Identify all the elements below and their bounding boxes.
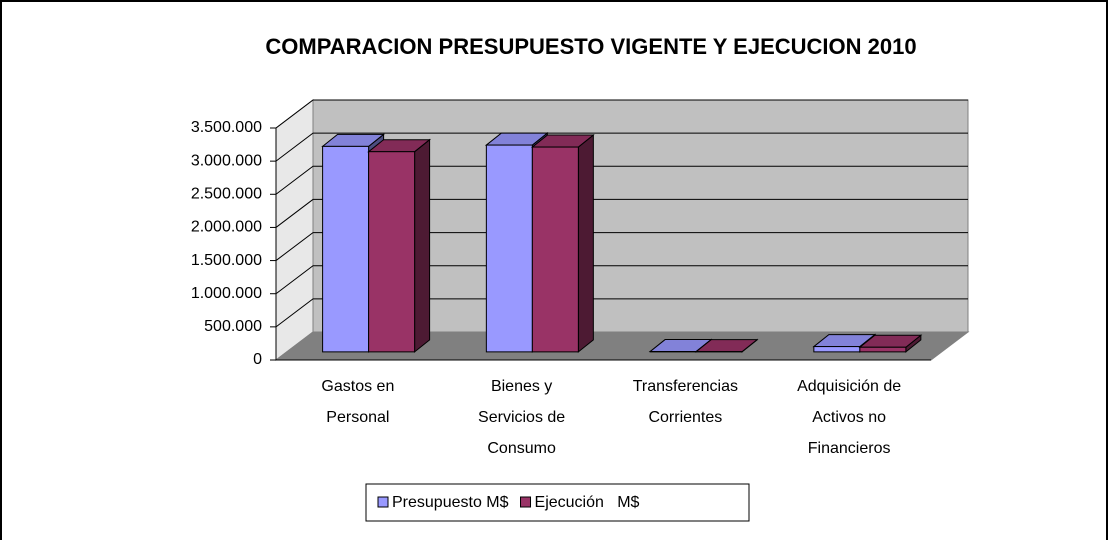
bar (530, 134, 595, 353)
y-tick-label: 0 (253, 351, 262, 368)
legend-box (365, 483, 750, 522)
grid-line (275, 265, 968, 295)
bar-side (414, 138, 431, 353)
y-tick-label: 2.500.000 (191, 186, 262, 203)
chart-title: COMPARACION PRESUPUESTO VIGENTE Y EJECUC… (265, 34, 916, 59)
bar-side (577, 134, 594, 353)
side-wall (275, 98, 314, 362)
bar-front (813, 346, 861, 353)
y-tick-label: 1.000.000 (191, 285, 262, 302)
bar-front (531, 146, 579, 353)
bar (858, 334, 923, 353)
x-tick-label: Bienes y Servicios de Consumo (478, 378, 566, 457)
x-tick-label: Gastos en Personal (321, 378, 395, 426)
grid-line (275, 232, 968, 261)
bar-front (485, 144, 533, 353)
bar (367, 138, 432, 353)
grid-line (275, 165, 968, 195)
y-tick-label: 3.000.000 (191, 152, 262, 169)
legend-label: Presupuesto M$ (392, 494, 509, 511)
grid-line (275, 198, 968, 228)
y-tick-label: 3.500.000 (191, 119, 262, 136)
grid-line (275, 298, 968, 328)
x-tick-label: Adquisición de Activos no Financieros (797, 378, 902, 457)
bar-front (322, 145, 370, 353)
y-tick-label: 1.500.000 (191, 252, 262, 269)
bar-front (859, 346, 907, 353)
y-tick-label: 2.000.000 (191, 219, 262, 236)
bar-front (368, 151, 416, 353)
grid-line (275, 132, 968, 162)
legend-swatch (377, 496, 389, 508)
legend-swatch (520, 496, 532, 508)
bar (694, 338, 759, 353)
x-tick-label: Transferencias Corrientes (632, 378, 738, 426)
legend-label: Ejecución M$ (535, 494, 640, 511)
grid-line (275, 99, 968, 129)
y-tick-label: 500.000 (204, 318, 262, 335)
